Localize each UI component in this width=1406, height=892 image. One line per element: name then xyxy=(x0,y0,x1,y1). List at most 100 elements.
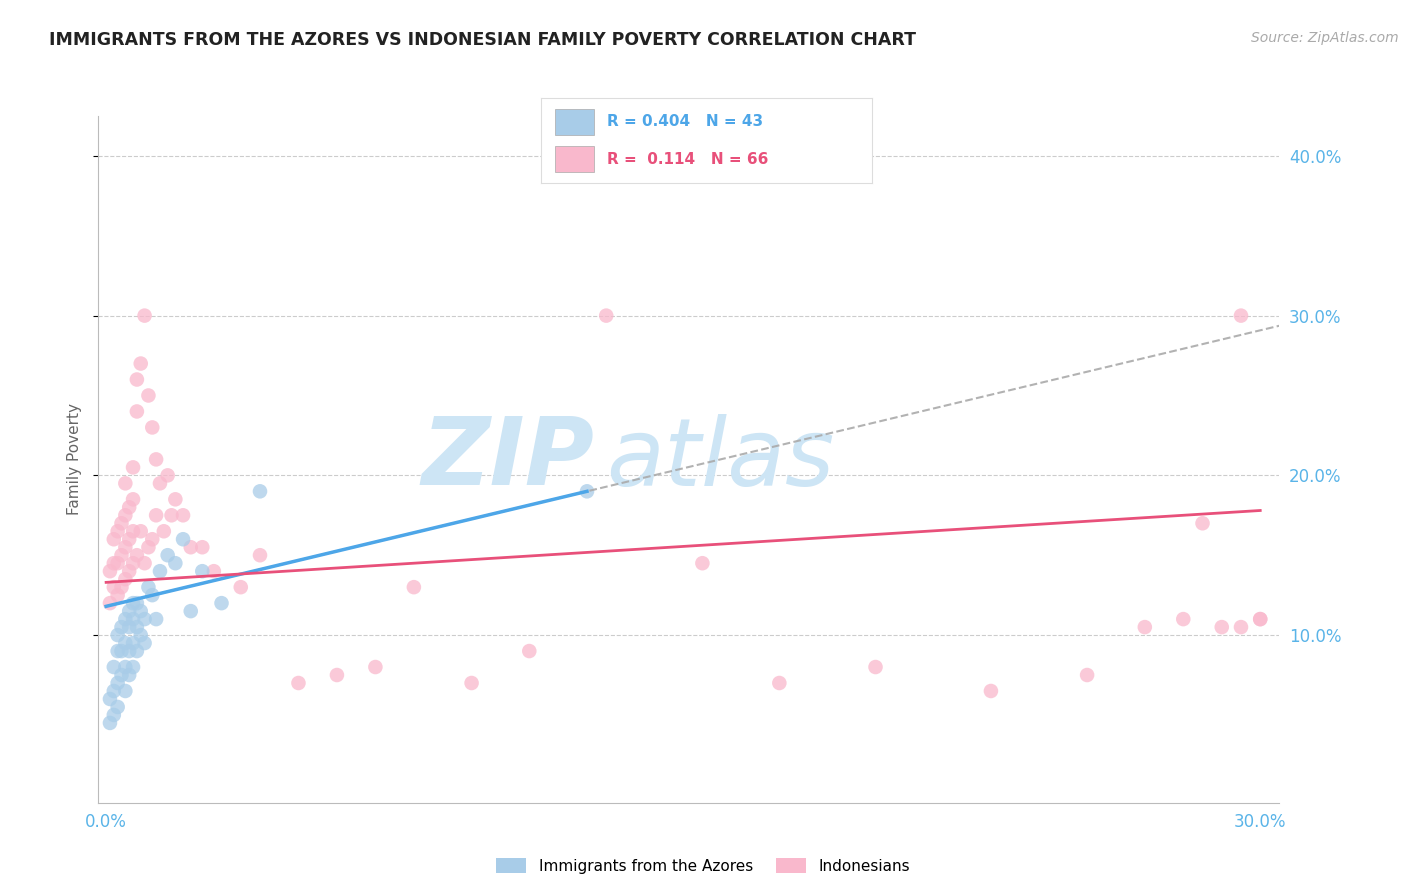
Point xyxy=(191,540,214,554)
Bar xyxy=(554,109,595,135)
Point xyxy=(160,508,183,523)
Point xyxy=(114,572,136,586)
Y-axis label: Family Poverty: Family Poverty xyxy=(67,403,83,516)
Point xyxy=(98,692,121,706)
Point xyxy=(141,420,163,434)
Point xyxy=(768,676,790,690)
Point xyxy=(172,533,194,547)
Point xyxy=(145,612,167,626)
Point xyxy=(1076,668,1098,682)
Point xyxy=(110,668,132,682)
Point xyxy=(103,684,125,698)
Point xyxy=(1249,612,1271,626)
Point xyxy=(122,556,145,570)
Point xyxy=(165,492,187,507)
Point xyxy=(122,636,145,650)
Point xyxy=(107,644,129,658)
Point xyxy=(110,516,132,531)
Point xyxy=(153,524,176,539)
Text: Source: ZipAtlas.com: Source: ZipAtlas.com xyxy=(1251,31,1399,45)
Point xyxy=(122,492,145,507)
Point xyxy=(107,628,129,642)
Point xyxy=(145,508,167,523)
Point xyxy=(138,580,160,594)
Point xyxy=(125,404,148,418)
Point xyxy=(141,588,163,602)
Point xyxy=(103,556,125,570)
Point xyxy=(138,388,160,402)
Point xyxy=(134,556,156,570)
Point xyxy=(145,452,167,467)
Point xyxy=(149,564,172,578)
Point xyxy=(1249,612,1271,626)
Point xyxy=(114,540,136,554)
Bar xyxy=(554,146,595,172)
Point xyxy=(134,309,156,323)
Point xyxy=(122,612,145,626)
Point xyxy=(118,644,141,658)
Point xyxy=(165,556,187,570)
Legend: Immigrants from the Azores, Indonesians: Immigrants from the Azores, Indonesians xyxy=(489,852,917,880)
Point xyxy=(129,524,152,539)
Point xyxy=(118,500,141,515)
Point xyxy=(110,580,132,594)
Text: R = 0.404   N = 43: R = 0.404 N = 43 xyxy=(607,114,763,129)
Point xyxy=(122,460,145,475)
Point xyxy=(107,556,129,570)
Point xyxy=(107,676,129,690)
Point xyxy=(114,684,136,698)
Point xyxy=(103,660,125,674)
Point xyxy=(138,540,160,554)
Point xyxy=(191,564,214,578)
Point xyxy=(865,660,887,674)
Point xyxy=(1230,620,1253,634)
Point xyxy=(1230,309,1253,323)
Point xyxy=(107,524,129,539)
Point xyxy=(326,668,349,682)
Point xyxy=(114,612,136,626)
Point xyxy=(122,660,145,674)
Point xyxy=(202,564,225,578)
Point xyxy=(114,476,136,491)
Point xyxy=(1133,620,1156,634)
Point xyxy=(98,596,121,610)
Point xyxy=(156,468,179,483)
Point xyxy=(110,548,132,562)
Point xyxy=(118,604,141,618)
Point xyxy=(129,357,152,371)
Text: atlas: atlas xyxy=(606,414,835,505)
Point xyxy=(122,524,145,539)
Point xyxy=(118,668,141,682)
Point xyxy=(110,620,132,634)
Point xyxy=(211,596,233,610)
Point xyxy=(156,548,179,562)
Point xyxy=(122,596,145,610)
Point xyxy=(141,533,163,547)
Point xyxy=(402,580,425,594)
Point xyxy=(287,676,309,690)
Point xyxy=(229,580,252,594)
Point xyxy=(114,508,136,523)
Point xyxy=(575,484,598,499)
Point xyxy=(1191,516,1213,531)
Text: R =  0.114   N = 66: R = 0.114 N = 66 xyxy=(607,152,769,167)
Point xyxy=(129,628,152,642)
Point xyxy=(249,484,271,499)
Point xyxy=(517,644,540,658)
Point xyxy=(149,476,172,491)
Text: IMMIGRANTS FROM THE AZORES VS INDONESIAN FAMILY POVERTY CORRELATION CHART: IMMIGRANTS FROM THE AZORES VS INDONESIAN… xyxy=(49,31,917,49)
Point xyxy=(172,508,194,523)
Point xyxy=(125,644,148,658)
Point xyxy=(1173,612,1195,626)
Point xyxy=(460,676,482,690)
Point xyxy=(595,309,617,323)
Point xyxy=(118,564,141,578)
Point xyxy=(98,715,121,730)
Point xyxy=(103,533,125,547)
Point xyxy=(98,564,121,578)
Point xyxy=(125,372,148,386)
Point xyxy=(114,636,136,650)
Point xyxy=(134,612,156,626)
Point xyxy=(103,580,125,594)
Point xyxy=(180,604,202,618)
